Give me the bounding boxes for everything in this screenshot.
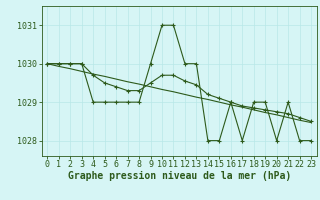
X-axis label: Graphe pression niveau de la mer (hPa): Graphe pression niveau de la mer (hPa) — [68, 171, 291, 181]
